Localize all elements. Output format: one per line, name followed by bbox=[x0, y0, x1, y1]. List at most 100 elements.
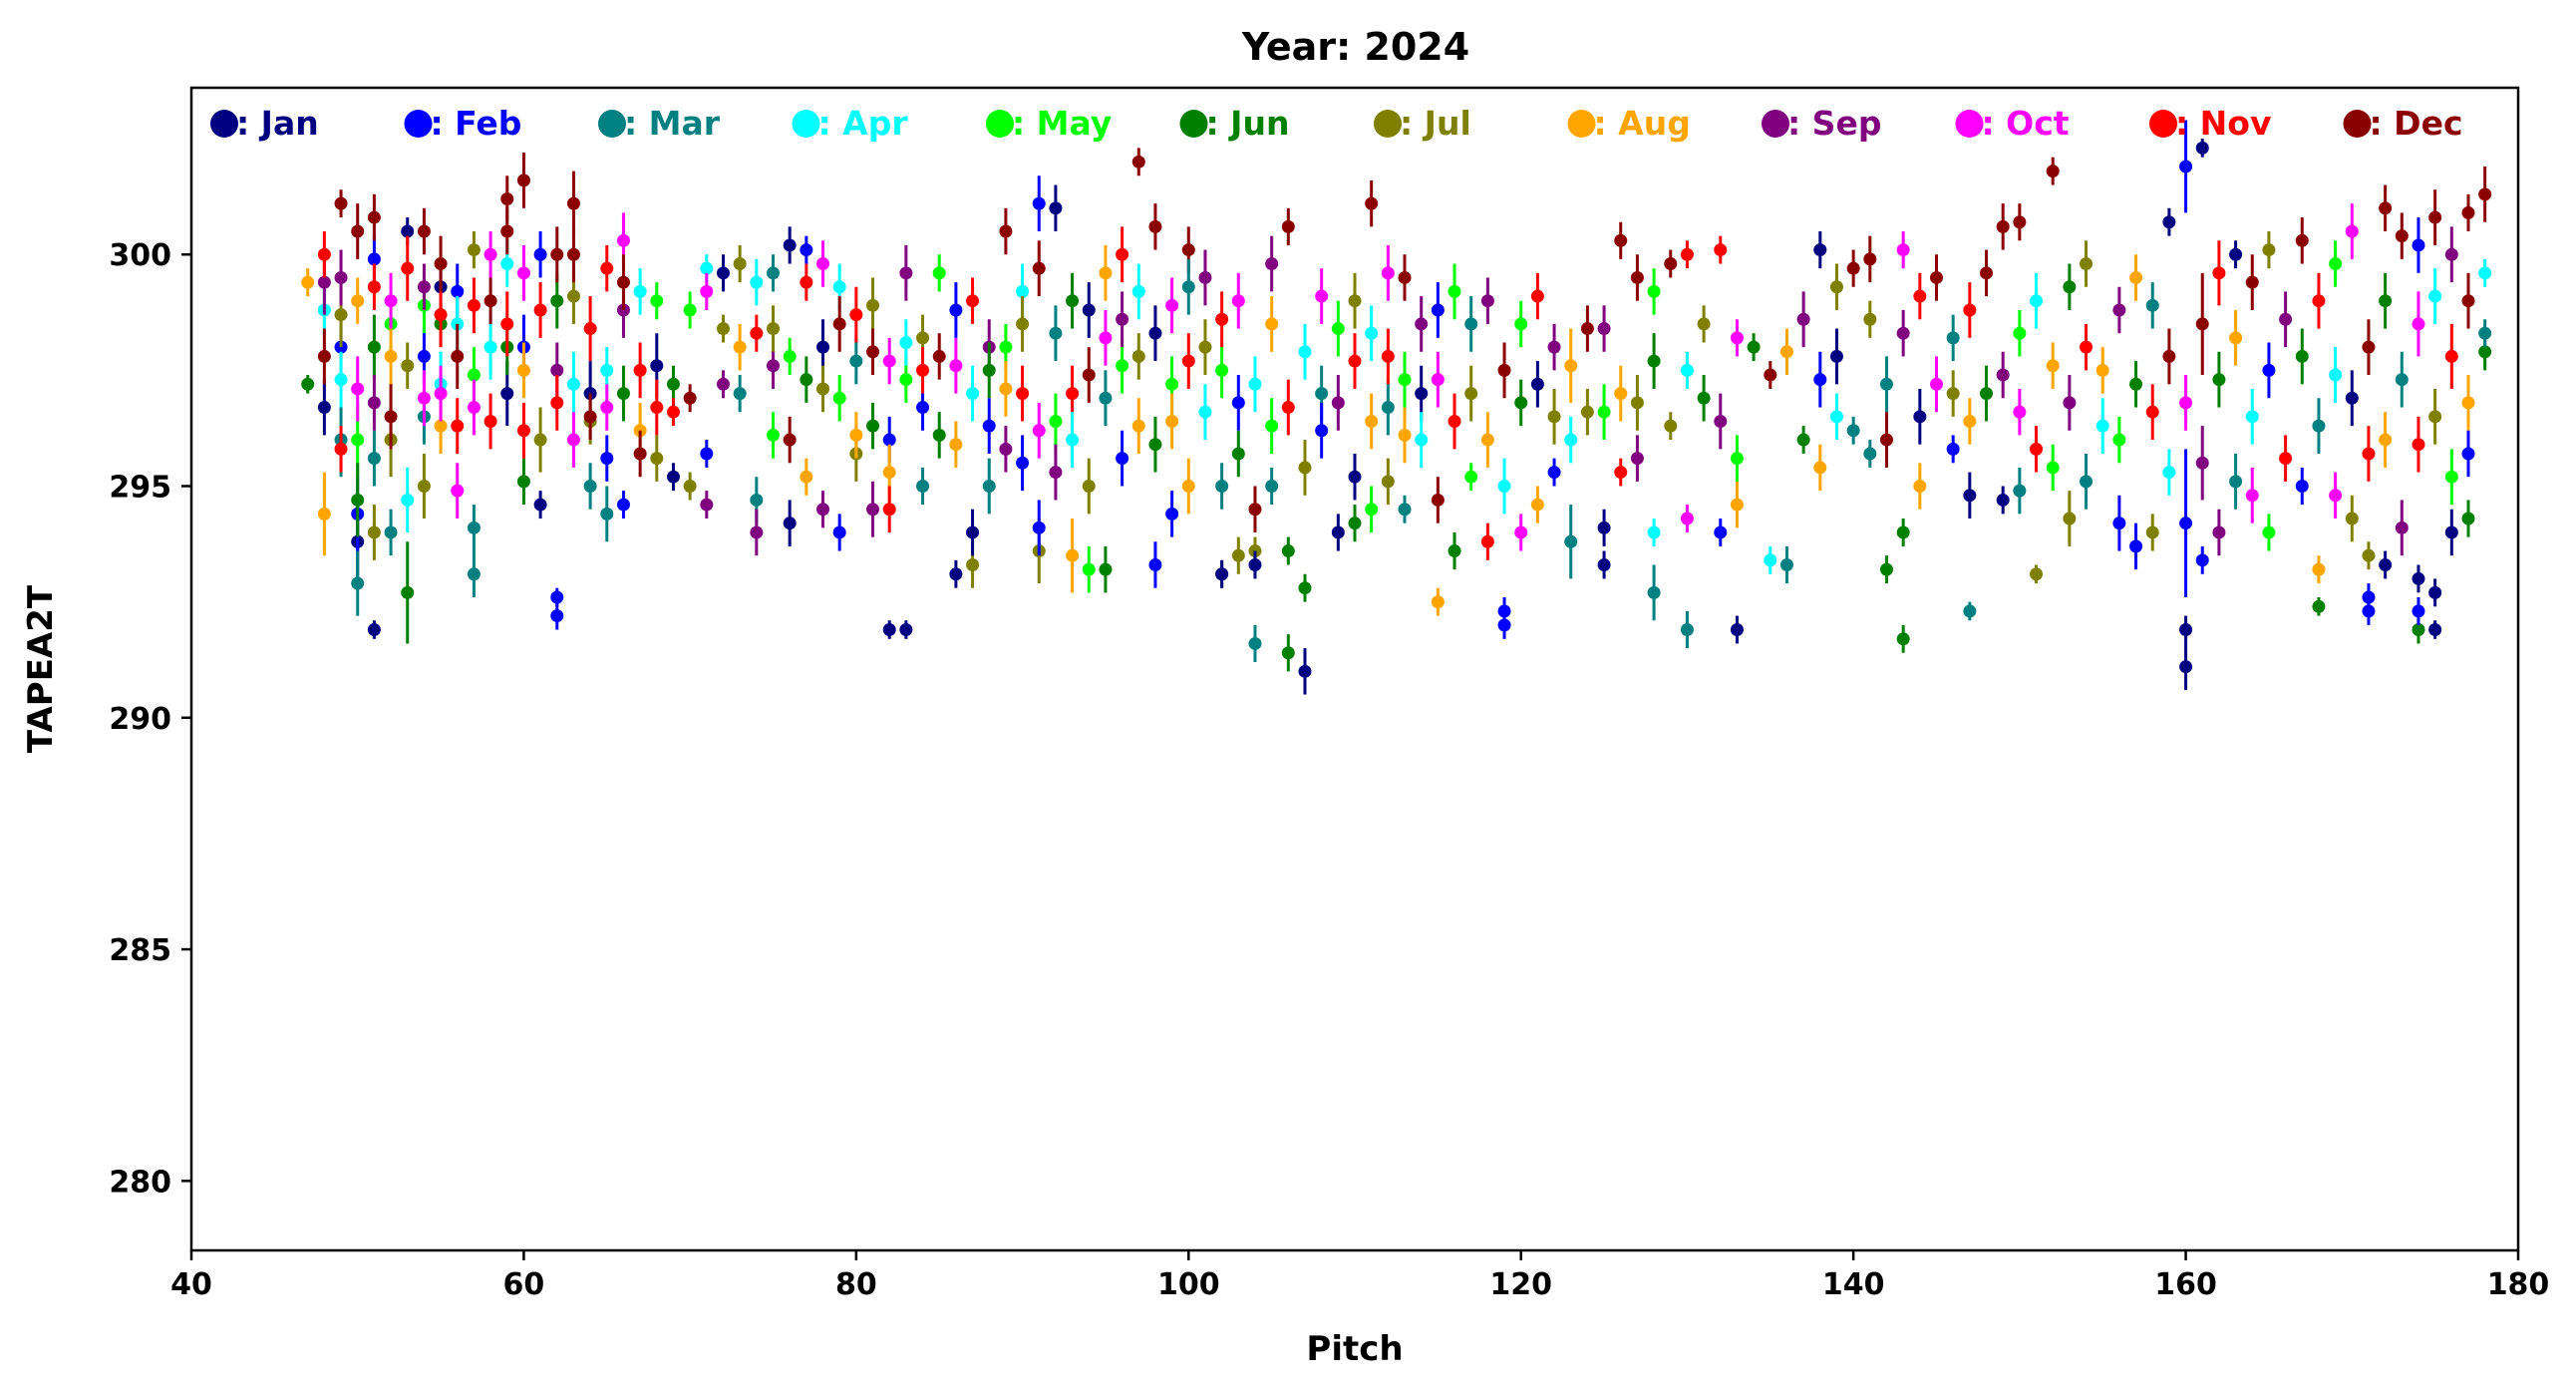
data-point bbox=[500, 224, 514, 238]
data-point bbox=[1116, 452, 1129, 466]
data-point bbox=[1231, 447, 1245, 461]
data-point bbox=[417, 480, 431, 494]
data-point bbox=[434, 419, 448, 433]
data-point bbox=[1846, 261, 1860, 275]
data-point bbox=[866, 503, 880, 517]
data-point bbox=[2162, 466, 2176, 480]
data-point bbox=[2428, 585, 2442, 599]
data-point bbox=[1298, 345, 1312, 359]
data-point bbox=[1896, 243, 1910, 257]
data-point bbox=[2030, 294, 2044, 308]
data-point bbox=[616, 275, 630, 289]
data-point bbox=[2212, 525, 2226, 539]
data-point bbox=[2362, 590, 2376, 604]
data-point bbox=[2245, 489, 2259, 503]
data-point bbox=[1315, 424, 1329, 438]
data-point bbox=[2395, 373, 2409, 387]
data-point bbox=[2129, 270, 2143, 284]
data-point bbox=[1680, 512, 1694, 525]
data-point bbox=[716, 377, 730, 391]
data-point bbox=[1996, 219, 2010, 233]
data-point bbox=[700, 261, 714, 275]
data-point bbox=[2279, 312, 2293, 326]
data-point bbox=[866, 298, 880, 312]
data-point bbox=[367, 623, 381, 637]
data-point bbox=[1381, 266, 1395, 280]
data-point bbox=[932, 428, 946, 442]
data-point bbox=[999, 442, 1013, 456]
data-point bbox=[650, 452, 664, 466]
data-point bbox=[1680, 363, 1694, 377]
data-point bbox=[700, 498, 714, 512]
data-point bbox=[733, 257, 747, 271]
data-point bbox=[2179, 396, 2193, 410]
data-point bbox=[384, 349, 398, 363]
data-point bbox=[2195, 553, 2209, 567]
data-point bbox=[1315, 289, 1329, 303]
data-point bbox=[2395, 520, 2409, 534]
data-point bbox=[1879, 377, 1893, 391]
data-point bbox=[1415, 317, 1429, 331]
data-point bbox=[1116, 247, 1129, 261]
data-point bbox=[1248, 636, 1262, 650]
data-point bbox=[1066, 433, 1080, 447]
data-point bbox=[999, 382, 1013, 396]
data-point bbox=[583, 410, 597, 424]
data-point bbox=[2412, 604, 2425, 618]
data-point bbox=[832, 525, 846, 539]
data-point bbox=[1730, 331, 1744, 345]
data-point bbox=[650, 294, 664, 308]
data-point bbox=[2145, 405, 2159, 419]
data-point bbox=[2013, 405, 2027, 419]
data-point bbox=[899, 335, 913, 349]
data-point bbox=[2379, 201, 2393, 215]
data-point bbox=[516, 173, 530, 187]
data-point bbox=[1049, 414, 1063, 428]
data-point bbox=[816, 382, 830, 396]
data-point bbox=[1464, 387, 1478, 401]
data-point bbox=[1547, 466, 1561, 480]
data-point bbox=[1564, 433, 1578, 447]
data-point bbox=[2046, 461, 2060, 475]
data-point bbox=[683, 303, 697, 317]
data-point bbox=[899, 266, 913, 280]
chart-title: Year: 2024 bbox=[1241, 25, 1469, 69]
data-point bbox=[767, 322, 780, 336]
data-point bbox=[500, 387, 514, 401]
data-point bbox=[600, 261, 614, 275]
data-point bbox=[1913, 410, 1927, 424]
data-point bbox=[1348, 354, 1362, 368]
data-point bbox=[2212, 266, 2226, 280]
data-point bbox=[2179, 623, 2193, 637]
data-point bbox=[516, 363, 530, 377]
data-point bbox=[1165, 414, 1179, 428]
data-point bbox=[1016, 317, 1030, 331]
legend-marker bbox=[1955, 110, 1984, 138]
data-point bbox=[1248, 503, 1262, 517]
legend-label: : Mar bbox=[624, 104, 721, 143]
data-point bbox=[1630, 452, 1644, 466]
data-point bbox=[2412, 623, 2425, 637]
data-point bbox=[334, 373, 348, 387]
data-point bbox=[832, 391, 846, 405]
data-point bbox=[616, 498, 630, 512]
data-point bbox=[317, 507, 331, 520]
data-point bbox=[1896, 632, 1910, 646]
data-point bbox=[750, 525, 764, 539]
data-point bbox=[849, 354, 863, 368]
data-point bbox=[334, 442, 348, 456]
data-point bbox=[467, 298, 481, 312]
data-point bbox=[1464, 470, 1478, 484]
data-point bbox=[1514, 396, 1528, 410]
data-point bbox=[616, 233, 630, 247]
data-point bbox=[550, 247, 564, 261]
data-point bbox=[2329, 368, 2343, 382]
legend-label: : Jan bbox=[236, 104, 319, 143]
data-point bbox=[483, 294, 497, 308]
data-point bbox=[1597, 557, 1611, 571]
data-point bbox=[2080, 340, 2093, 354]
data-point bbox=[1198, 340, 1212, 354]
data-point bbox=[1747, 340, 1761, 354]
